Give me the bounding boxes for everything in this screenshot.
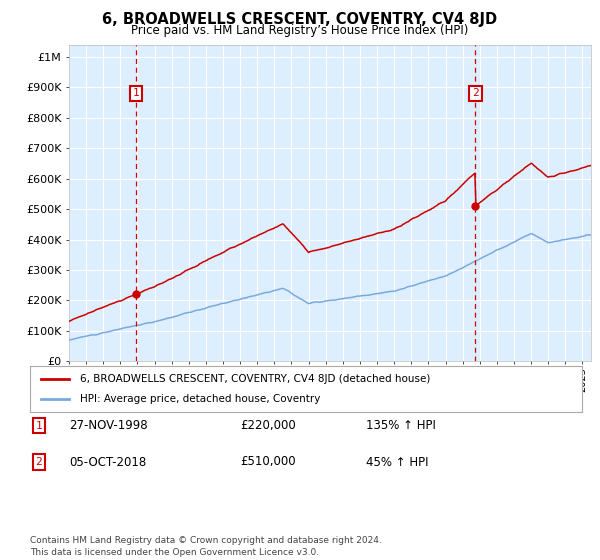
Text: 2: 2 <box>472 88 479 99</box>
Text: 45% ↑ HPI: 45% ↑ HPI <box>366 455 428 469</box>
Text: 27-NOV-1998: 27-NOV-1998 <box>69 419 148 432</box>
Text: £220,000: £220,000 <box>240 419 296 432</box>
Text: 05-OCT-2018: 05-OCT-2018 <box>69 455 146 469</box>
Text: 6, BROADWELLS CRESCENT, COVENTRY, CV4 8JD: 6, BROADWELLS CRESCENT, COVENTRY, CV4 8J… <box>103 12 497 27</box>
Text: HPI: Average price, detached house, Coventry: HPI: Average price, detached house, Cove… <box>80 394 320 404</box>
Text: 1: 1 <box>35 421 43 431</box>
Text: £510,000: £510,000 <box>240 455 296 469</box>
Text: Contains HM Land Registry data © Crown copyright and database right 2024.
This d: Contains HM Land Registry data © Crown c… <box>30 536 382 557</box>
Text: 135% ↑ HPI: 135% ↑ HPI <box>366 419 436 432</box>
Text: 2: 2 <box>35 457 43 467</box>
Text: 1: 1 <box>133 88 139 99</box>
Text: 6, BROADWELLS CRESCENT, COVENTRY, CV4 8JD (detached house): 6, BROADWELLS CRESCENT, COVENTRY, CV4 8J… <box>80 374 430 384</box>
Text: Price paid vs. HM Land Registry’s House Price Index (HPI): Price paid vs. HM Land Registry’s House … <box>131 24 469 36</box>
